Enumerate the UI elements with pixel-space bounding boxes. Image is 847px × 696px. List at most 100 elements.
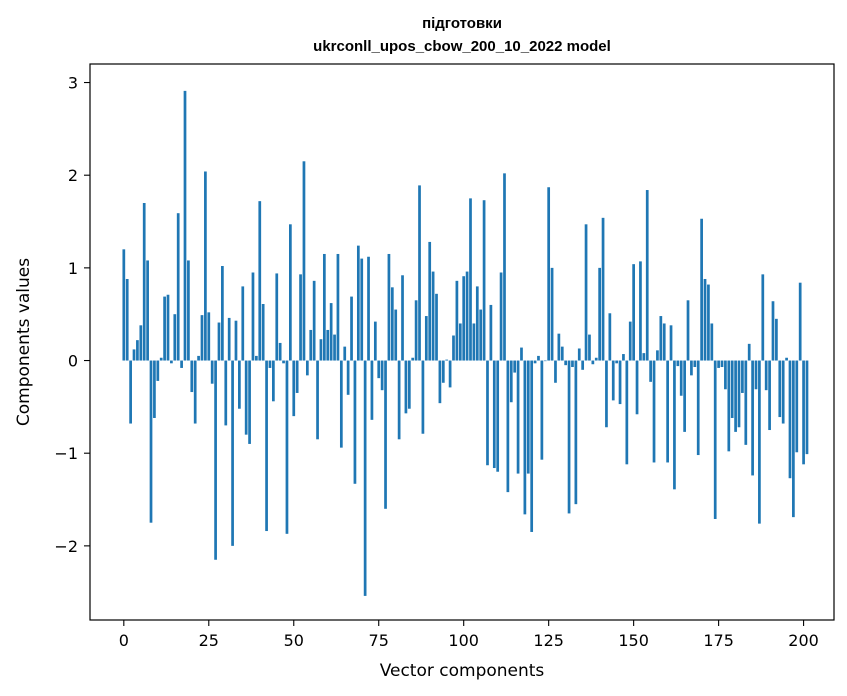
bar-186	[754, 360, 758, 390]
y-tick-label-1: 1	[68, 259, 78, 278]
bar-47	[282, 360, 285, 364]
bar-67	[350, 296, 353, 361]
bar-2	[129, 360, 132, 424]
bar-35	[241, 286, 245, 361]
bar-42	[265, 360, 268, 532]
bar-39	[255, 355, 258, 361]
bar-25	[207, 312, 211, 361]
bar-162	[673, 360, 676, 490]
bar-29	[221, 266, 224, 361]
bar-83	[404, 360, 408, 414]
bar-54	[305, 360, 309, 376]
bar-45	[275, 273, 279, 361]
bar-188	[761, 274, 765, 361]
bar-26	[210, 360, 214, 384]
bar-141	[601, 217, 605, 361]
bar-6	[142, 203, 146, 361]
bar-161	[669, 325, 673, 361]
bar-30	[224, 360, 228, 426]
bar-199	[798, 282, 802, 361]
bar-169	[696, 360, 700, 456]
bar-142	[605, 360, 608, 428]
bar-51	[295, 360, 299, 393]
bar-56	[312, 280, 316, 361]
bar-0	[122, 249, 126, 361]
bar-14	[170, 360, 173, 364]
bar-31	[227, 317, 231, 361]
bar-110	[496, 360, 500, 472]
bar-168	[693, 360, 697, 368]
bar-79	[390, 287, 394, 361]
bar-181	[737, 360, 741, 428]
bar-9	[153, 360, 156, 418]
y-tick-label-3: 3	[68, 74, 78, 93]
bar-16	[176, 213, 180, 361]
bar-156	[652, 360, 656, 463]
bar-201	[805, 360, 809, 455]
bar-98	[455, 280, 459, 361]
bar-155	[649, 360, 652, 382]
bar-191	[771, 301, 775, 361]
bar-190	[768, 360, 771, 431]
bar-69	[356, 245, 360, 361]
bar-71	[363, 360, 367, 596]
bar-104	[475, 286, 479, 361]
bar-177	[724, 360, 727, 390]
bar-116	[516, 360, 520, 474]
bar-108	[489, 304, 493, 361]
bar-151	[635, 360, 639, 415]
bar-189	[764, 360, 768, 391]
bar-136	[584, 224, 588, 361]
bar-21	[193, 360, 197, 424]
bar-17	[180, 360, 183, 368]
bar-28	[217, 322, 221, 361]
bar-11	[159, 357, 163, 361]
bar-129	[560, 346, 564, 361]
bar-80	[394, 309, 398, 361]
y-axis-label: Components values	[14, 258, 34, 426]
bar-22	[197, 355, 200, 361]
x-tick-label-0: 0	[119, 631, 129, 650]
x-tick-label-100: 100	[448, 631, 479, 650]
bar-135	[581, 360, 585, 370]
bar-33	[234, 320, 238, 361]
bar-27	[214, 360, 217, 560]
bar-58	[319, 339, 323, 361]
bar-32	[231, 360, 234, 546]
bar-62	[333, 334, 336, 361]
bar-61	[329, 303, 333, 361]
x-tick-label-125: 125	[533, 631, 564, 650]
y-tick-label--2: −2	[54, 537, 78, 556]
bar-70	[360, 258, 364, 361]
bar-117	[520, 347, 523, 361]
bar-160	[666, 360, 669, 463]
bar-131	[567, 360, 571, 514]
bar-127	[554, 360, 557, 383]
bar-55	[309, 329, 313, 361]
bar-147	[622, 354, 625, 361]
x-tick-label-200: 200	[788, 631, 819, 650]
bar-109	[492, 360, 496, 469]
bar-140	[598, 267, 602, 361]
bar-182	[741, 360, 744, 393]
bar-100	[462, 276, 466, 361]
y-axis-ticks: −2 −1 0 1 2 3	[54, 74, 90, 556]
bar-38	[251, 272, 255, 361]
bar-112	[503, 173, 506, 361]
x-tick-label-25: 25	[199, 631, 219, 650]
bar-63	[336, 253, 340, 361]
bar-66	[346, 360, 350, 395]
bar-89	[424, 316, 428, 361]
plot-area-frame	[89, 63, 835, 621]
bar-36	[244, 360, 248, 435]
bar-123	[540, 360, 544, 460]
bar-106	[482, 200, 486, 361]
bar-50	[292, 360, 296, 417]
bar-76	[380, 360, 384, 391]
bar-74	[373, 321, 377, 361]
bar-13	[166, 294, 170, 361]
bar-165	[683, 360, 686, 432]
bar-1	[125, 278, 129, 361]
bar-187	[758, 360, 761, 524]
